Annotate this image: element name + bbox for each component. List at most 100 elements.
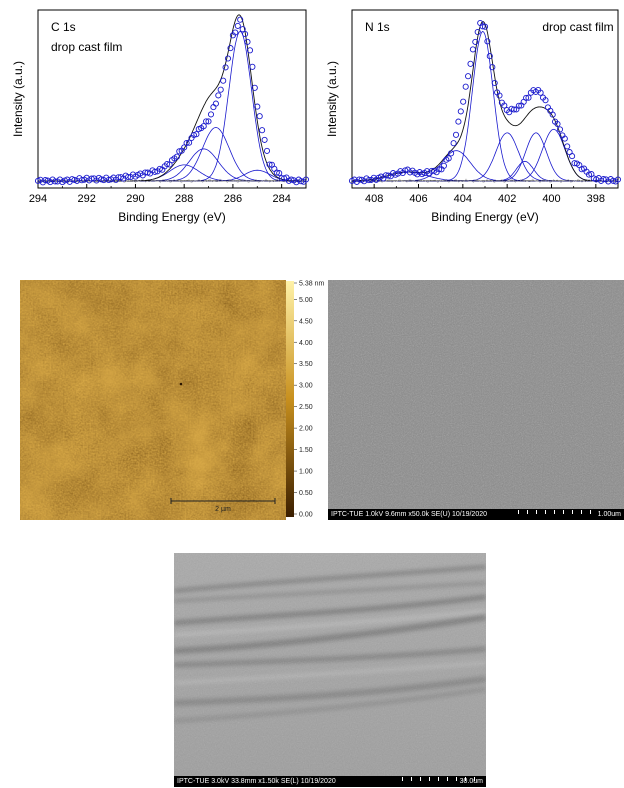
- sem-bottom-image: [174, 553, 486, 776]
- xps1-marker: [465, 73, 472, 80]
- xps0-marker: [237, 16, 244, 23]
- xps0-marker: [222, 64, 229, 71]
- xps0-xtick-label: 284: [272, 193, 290, 205]
- xps1-marker: [474, 28, 481, 36]
- xps1-data-markers: [348, 19, 622, 185]
- afm-panel: 2 µm 5.38 nm 5.00 4.50 4.00 3.50 3.00 2.50 2.00…: [20, 280, 326, 520]
- sem-bottom-scale: 30.0um: [459, 778, 483, 785]
- xps1-component-6: [352, 128, 618, 182]
- afm-scalebar-label: 2 µm: [215, 506, 231, 513]
- xps1-marker: [491, 79, 498, 87]
- xps0-frame: [37, 9, 307, 189]
- sem-top-panel: IPTC-TUE 1.0kV 9.6mm x50.0k SE(U) 10/19/…: [328, 280, 624, 520]
- xps0-marker: [173, 153, 180, 160]
- xps0-annotation: drop cast film: [51, 40, 122, 54]
- xps0-data-markers: [34, 16, 310, 186]
- xps0-marker: [239, 26, 246, 33]
- xps1-residual: [351, 178, 619, 184]
- xps1-marker: [484, 38, 491, 45]
- xps1-marker: [600, 176, 607, 183]
- afm-colorbar-label: 2.50: [299, 404, 313, 411]
- afm-colorbar-label: 4.00: [299, 340, 313, 347]
- xps0-marker: [205, 118, 212, 125]
- xps1-xtick-label: 404: [454, 193, 472, 205]
- xps0-marker: [251, 84, 258, 91]
- xps0-marker: [176, 148, 183, 155]
- sem-bottom-scale-ticks: [402, 777, 478, 781]
- sem-top-scale-ticks: [518, 510, 594, 514]
- xps-c1s-panel: 294 292 290 288 286 284 Binding Energy (eV) Int…: [8, 2, 312, 242]
- xps0-marker: [249, 63, 256, 70]
- xps0-marker: [234, 22, 241, 29]
- xps0-marker: [78, 177, 85, 184]
- afm-colorbar-label: 3.50: [299, 361, 313, 368]
- xps1-marker: [556, 126, 564, 133]
- xps0-marker: [224, 55, 232, 62]
- xps1-marker: [460, 98, 467, 105]
- xps0-marker: [151, 168, 158, 175]
- xps1-marker: [501, 102, 508, 109]
- xps1-marker: [515, 102, 522, 109]
- afm-colorbar-label: 1.00: [299, 469, 313, 476]
- sem-top-info: IPTC-TUE 1.0kV 9.6mm x50.0k SE(U) 10/19/…: [331, 511, 488, 518]
- xps0-marker: [212, 100, 219, 107]
- xps1-marker: [537, 89, 544, 96]
- xps1-marker: [496, 92, 503, 99]
- xps0-marker: [242, 30, 249, 38]
- xps0-marker: [207, 111, 215, 118]
- xps0-marker: [193, 131, 200, 138]
- xps1-marker: [467, 60, 474, 67]
- xps0-component-2: [38, 127, 306, 182]
- xps1-marker: [450, 140, 457, 147]
- afm-colorbar-label: 3.00: [299, 383, 313, 390]
- xps0-marker: [125, 173, 132, 181]
- xps0-marker: [261, 136, 268, 143]
- xps1-marker: [365, 177, 372, 184]
- xps0-marker: [220, 77, 227, 84]
- xps1-marker: [462, 83, 469, 90]
- xps1-xtick-label: 408: [365, 193, 383, 205]
- xps0-xtick-label: 288: [175, 193, 193, 205]
- xps1-marker: [440, 162, 447, 169]
- xps1-marker: [561, 135, 568, 142]
- afm-particle: [179, 382, 183, 386]
- xps0-marker: [200, 123, 207, 130]
- afm-colorbar-label: 2.00: [299, 426, 313, 433]
- xps0-marker: [183, 139, 190, 147]
- sem-top-image: [328, 280, 624, 509]
- xps0-marker: [227, 45, 234, 52]
- sem-bottom-info: IPTC-TUE 3.0kV 33.8mm x1.50k SE(L) 10/19…: [177, 778, 336, 785]
- sem-top-scale: 1.00um: [597, 511, 621, 518]
- xps-n1s-chart: 408 406 404 402 400 398 Binding Energy (eV) Int…: [325, 9, 622, 224]
- xps0-xtick-label: 294: [29, 193, 47, 205]
- xps1-xtick-label: 398: [587, 193, 605, 205]
- xps1-marker: [457, 108, 464, 115]
- afm-colorbar-label: 0.00: [299, 512, 313, 519]
- xps0-marker: [254, 103, 261, 110]
- xps1-marker: [481, 23, 489, 30]
- xps1-xtick-label: 402: [498, 193, 516, 205]
- afm-colorbar-label: 1.50: [299, 447, 313, 454]
- sem-bottom-info-bar: IPTC-TUE 3.0kV 33.8mm x1.50k SE(L) 10/19…: [174, 776, 486, 787]
- afm-colorbar-label: 0.50: [299, 490, 313, 497]
- xps1-xlabel: Binding Energy (eV): [431, 210, 538, 224]
- xps0-xtick-label: 292: [78, 193, 96, 205]
- xps1-marker: [436, 166, 443, 173]
- afm-image: 2 µm 5.38 nm 5.00 4.50 4.00 3.50 3.00 2.50 2.00…: [20, 280, 324, 520]
- xps1-component-2: [352, 30, 618, 182]
- xps1-xtick-label: 400: [542, 193, 560, 205]
- xps1-marker: [585, 171, 593, 178]
- xps1-marker: [472, 38, 479, 45]
- xps1-marker: [569, 153, 576, 160]
- xps1-fit-envelope: [351, 21, 618, 182]
- xps1-panel-label: N 1s: [365, 20, 390, 34]
- xps1-marker: [455, 118, 462, 125]
- xps-c1s-chart: 294 292 290 288 286 284 Binding Energy (eV) Int…: [11, 9, 310, 224]
- xps0-marker: [244, 38, 251, 45]
- xps0-panel-label: C 1s: [51, 20, 76, 34]
- xps1-marker: [549, 111, 556, 118]
- afm-colorbar-label: 5.38 nm: [299, 281, 324, 288]
- xps1-xtick-label: 406: [409, 193, 427, 205]
- xps-n1s-panel: 408 406 404 402 400 398 Binding Energy (eV) Int…: [322, 2, 624, 242]
- xps1-ylabel: Intensity (a.u.): [325, 61, 339, 137]
